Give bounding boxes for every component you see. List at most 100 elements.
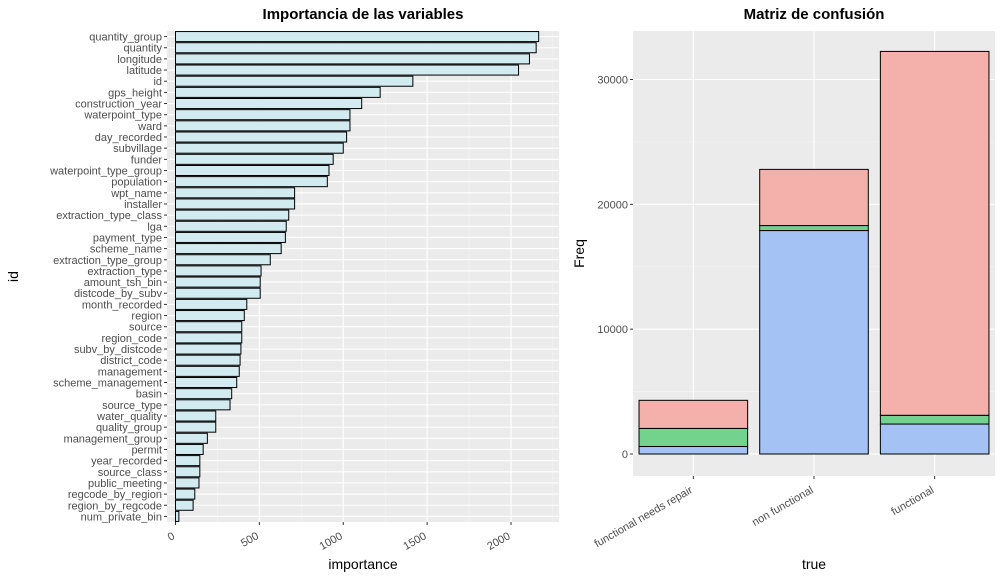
confusion-bar-segment [759,230,869,455]
importance-y-tick-label: region_by_regcode [68,500,162,512]
importance-y-tick-label: lga [147,221,163,233]
importance-bar [175,376,238,389]
importance-bar [175,399,231,411]
importance-y-tick-label: permit [131,444,162,456]
importance-bar [175,220,287,232]
importance-y-tick-label: id [153,76,162,88]
importance-bar [175,120,351,132]
importance-bar [175,254,271,266]
importance-bar [175,466,201,478]
confusion-y-tick-label: 30000 [597,75,628,87]
confusion-y-tick-label: 0 [622,449,628,461]
importance-y-tick-label: management_group [64,433,162,445]
importance-x-tick-label: 2000 [485,530,512,553]
confusion-y-axis-title: Freq [571,239,587,268]
importance-y-tick-label: region [131,311,162,323]
importance-x-tick-label: 1500 [401,530,428,553]
confusion-x-tick-label: functional [889,484,936,518]
importance-y-tick-label: water_quality [96,411,162,423]
importance-x-tick-label: 0 [166,530,177,543]
importance-bar [175,488,196,500]
importance-bar [175,388,233,400]
importance-bar [175,455,201,467]
importance-bar [175,298,248,310]
importance-y-tick-label: public_meeting [88,478,162,490]
importance-bar [175,477,200,489]
importance-y-tick-label: source [129,322,162,334]
importance-y-tick-label: subv_by_distcode [74,344,162,356]
importance-bar [175,53,530,65]
importance-y-tick-label: subvillage [113,143,162,155]
importance-y-tick-label: source_class [98,467,163,479]
confusion-x-tick-label: non functional [750,484,815,529]
importance-bar [175,410,217,422]
importance-bar [175,209,290,221]
importance-y-tick-label: day_recorded [95,132,162,144]
importance-y-tick-label: source_type [102,400,162,412]
importance-bar [175,198,296,210]
confusion-bar-segment [638,427,749,448]
importance-y-tick-label: distcode_by_subv [74,288,163,300]
importance-bar [175,142,344,154]
importance-bar [175,354,241,366]
confusion-bar-segment [759,225,869,232]
importance-bar [175,231,286,243]
importance-bar [175,510,180,522]
importance-bar [175,265,262,277]
importance-bar [175,243,282,255]
importance-y-tick-label: funder [131,154,163,166]
importance-bar [175,443,204,455]
importance-y-tick-label: latitude [127,65,162,77]
importance-bar [175,131,348,143]
importance-y-tick-label: regcode_by_region [68,489,162,501]
importance-y-tick-label: quality_group [96,422,162,434]
importance-bar [175,421,217,433]
importance-y-tick-label: district_code [100,355,162,367]
importance-bar [175,176,328,188]
importance-bar [175,287,261,299]
importance-bar [175,64,520,76]
confusion-x-tick-label: functional needs repair [592,484,695,550]
importance-bar [175,31,540,43]
importance-bar [175,109,351,121]
importance-y-tick-label: extraction_type_class [56,210,162,222]
importance-y-tick-label: longitude [117,54,162,66]
confusion-bar-segment [879,50,990,416]
importance-bar [175,153,334,165]
importance-y-tick-label: basin [136,389,162,401]
importance-y-tick-label: ward [137,121,162,133]
importance-y-tick-label: month_recorded [82,299,162,311]
importance-y-tick-label: scheme_name [90,244,162,256]
importance-y-tick-label: amount_tsh_bin [84,277,162,289]
importance-y-tick-label: management [98,366,162,378]
importance-bar [175,310,245,322]
confusion-bar-segment [879,414,990,425]
importance-y-tick-label: num_private_bin [81,511,162,523]
importance-y-axis-title: id [5,271,21,282]
importance-bar [175,86,381,98]
confusion-bar-segment [879,423,990,455]
importance-y-tick-label: scheme_management [53,378,162,390]
importance-y-tick-label: payment_type [93,232,162,244]
importance-x-tick-label: 500 [239,530,261,550]
importance-y-tick-label: wpt_name [110,188,162,200]
importance-bar [175,343,242,355]
importance-x-tick-label: 1000 [318,530,345,553]
importance-bar [175,187,296,199]
confusion-y-tick-label: 10000 [597,324,628,336]
confusion-y-tick-label: 20000 [597,199,628,211]
confusion-chart-title: Matriz de confusión [744,6,885,23]
importance-y-tick-label: population [111,177,162,189]
importance-y-tick-label: waterpoint_type_group [49,165,162,177]
importance-bar [175,276,261,288]
importance-chart-title: Importancia de las variables [263,6,464,23]
importance-y-tick-label: quantity_group [89,32,162,44]
importance-bar [175,365,240,377]
importance-y-tick-label: year_recorded [91,456,162,468]
importance-y-tick-label: construction_year [75,99,162,111]
importance-bar [175,98,363,110]
importance-bar [175,332,243,344]
importance-x-axis-title: importance [328,556,397,572]
